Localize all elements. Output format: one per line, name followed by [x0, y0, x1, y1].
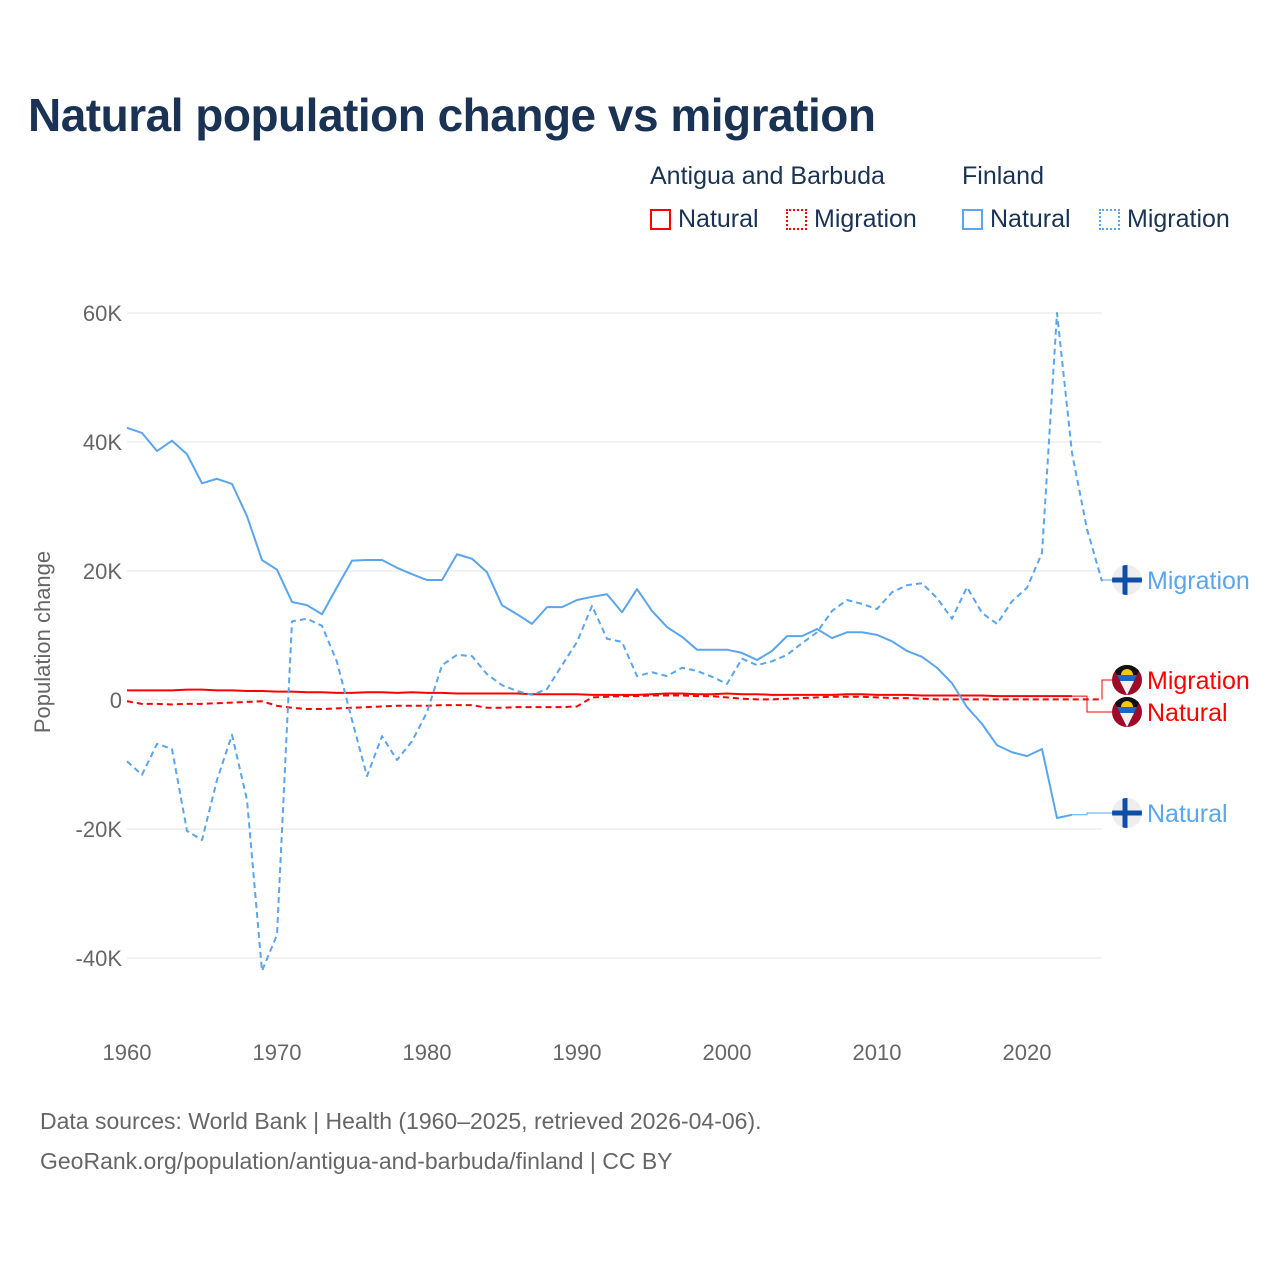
antigua-flag-icon	[1112, 697, 1142, 727]
x-tick-label: 1970	[253, 1040, 302, 1065]
y-tick-label: 40K	[83, 430, 122, 455]
legend-swatch-dotted	[1099, 209, 1120, 230]
legend-label: Natural	[990, 205, 1071, 233]
legend-swatch-dotted	[786, 209, 807, 230]
series-line-antigua-and-barbuda-natural	[127, 688, 1072, 698]
series-line-finland-natural	[126, 426, 1073, 820]
legend-item-finland-migration[interactable]: Migration	[1099, 205, 1230, 234]
series-end-label: Natural	[1147, 699, 1228, 727]
label-connector	[1072, 695, 1112, 713]
legend-item-finland-natural[interactable]: Natural	[962, 205, 1071, 234]
finland-flag-icon	[1112, 798, 1142, 828]
y-tick-label: -40K	[76, 946, 123, 971]
x-tick-label: 2010	[853, 1040, 902, 1065]
legend-swatch-solid	[962, 209, 983, 230]
x-tick-label: 1990	[553, 1040, 602, 1065]
x-tick-label: 2000	[703, 1040, 752, 1065]
legend-group-antigua: Antigua and Barbuda	[650, 162, 885, 190]
series-line-finland-migration	[126, 312, 1103, 972]
series-end-label: Migration	[1147, 667, 1250, 695]
y-tick-label: -20K	[76, 817, 123, 842]
y-tick-label: 20K	[83, 559, 122, 584]
legend-item-antigua-natural[interactable]: Natural	[650, 205, 759, 234]
legend-swatch-solid	[650, 209, 671, 230]
x-tick-label: 1960	[103, 1040, 152, 1065]
legend-label: Migration	[1127, 205, 1230, 233]
legend-item-antigua-migration[interactable]: Migration	[786, 205, 917, 234]
legend-label: Migration	[814, 205, 917, 233]
y-axis-label: Population change	[30, 551, 55, 733]
y-tick-label: 0	[110, 688, 122, 713]
finland-flag-icon	[1112, 565, 1142, 595]
x-tick-label: 1980	[403, 1040, 452, 1065]
label-connector	[1072, 812, 1112, 816]
series-line-antigua-and-barbuda-migration	[126, 694, 1102, 711]
legend-label: Natural	[678, 205, 759, 233]
series-end-label: Migration	[1147, 567, 1250, 595]
y-tick-label: 60K	[83, 301, 122, 326]
source-link[interactable]: GeoRank.org/population/antigua-and-barbu…	[40, 1148, 673, 1174]
antigua-flag-icon	[1112, 665, 1142, 695]
legend-group-finland: Finland	[962, 162, 1044, 190]
chart-title: Natural population change vs migration	[28, 89, 876, 141]
label-connector	[1101, 579, 1112, 582]
label-connector	[1101, 679, 1112, 700]
series-end-label: Natural	[1147, 800, 1228, 828]
source-note: Data sources: World Bank | Health (1960–…	[40, 1108, 762, 1134]
x-tick-label: 2020	[1003, 1040, 1052, 1065]
